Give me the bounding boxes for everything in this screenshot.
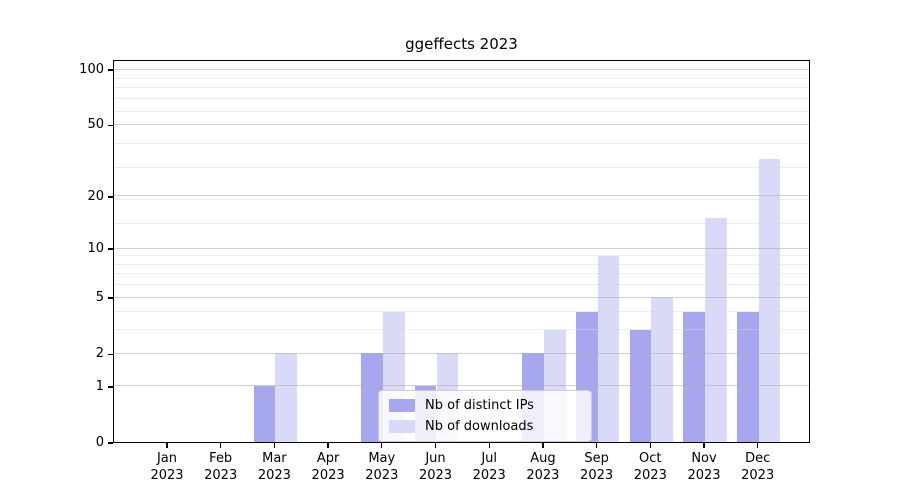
bar-ips-may [361,353,383,442]
legend-label-distinct-ips: Nb of distinct IPs [425,398,534,413]
legend-item-distinct-ips: Nb of distinct IPs [389,397,581,414]
x-tick-label-jul: Jul [481,451,498,466]
gridline-minor-19 [114,199,809,201]
x-tick-label-oct: Oct [639,451,662,466]
y-tick-50 [108,124,113,126]
x-tick-label-nov: Nov [691,451,717,466]
y-tick-label-0: 0 [95,435,104,450]
x-tick-oct [649,443,651,448]
bar-ips-nov [683,311,705,442]
x-tick-year-jan: 2023 [150,468,184,483]
y-tick-2 [108,353,113,355]
gridline-minor-39 [114,143,809,145]
y-tick-label-2: 2 [95,346,104,362]
gridline-minor-3 [114,329,809,331]
y-tick-label-20: 20 [87,188,104,204]
x-tick-feb [220,443,222,448]
x-tick-label-jun: Jun [425,451,446,466]
gridline-minor-79 [114,87,809,89]
gridline-minor-8 [114,263,809,265]
gridline-major-5 [114,296,809,298]
x-tick-year-sep: 2023 [580,468,614,483]
x-tick-year-mar: 2023 [257,468,291,483]
y-tick-1 [108,386,113,388]
gridline-major-1 [114,385,809,387]
x-tick-aug [542,443,544,448]
gridline-major-50 [114,123,809,125]
y-tick-100 [108,69,113,71]
gridline-minor-59 [114,110,809,112]
x-tick-jul [488,443,490,448]
x-tick-year-apr: 2023 [311,468,345,483]
x-tick-label-feb: Feb [209,451,233,466]
x-tick-label-sep: Sep [584,451,609,466]
gridline-major-20 [114,195,809,197]
y-tick-5 [108,297,113,299]
x-tick-nov [703,443,705,448]
x-tick-label-jan: Jan [156,451,178,466]
x-tick-label-dec: Dec [745,451,771,466]
bar-ips-dec [736,311,759,442]
y-tick-label-5: 5 [95,290,104,306]
x-tick-year-jun: 2023 [418,468,453,483]
x-tick-label-may: May [368,451,396,466]
x-tick-dec [757,443,759,448]
legend-swatch-downloads [389,420,415,433]
gridline-minor-9 [114,255,809,257]
y-tick-label-100: 100 [79,62,104,77]
gridline-major-10 [114,247,809,249]
bar-downloads-oct [651,297,674,442]
gridline-minor-69 [114,98,809,100]
legend-item-downloads: Nb of downloads [389,418,581,435]
x-tick-mar [273,443,276,448]
x-tick-jan [166,443,168,448]
gridline-major-100 [114,68,809,70]
chart-title: ggeffects 2023 [405,35,518,53]
bar-downloads-dec [758,159,781,442]
y-tick-label-50: 50 [87,117,104,133]
x-tick-year-oct: 2023 [633,468,667,483]
y-tick-20 [108,196,113,198]
bar-downloads-mar [275,353,298,442]
x-tick-may [381,443,383,448]
gridline-minor-29 [114,166,809,168]
x-tick-jun [434,443,437,448]
x-tick-sep [595,443,598,448]
x-tick-label-mar: Mar [262,451,287,466]
x-tick-year-may: 2023 [365,468,399,483]
plot-area [113,60,810,443]
gridline-minor-7 [114,273,809,275]
gridline-minor-14 [114,222,809,224]
legend-swatch-distinct-ips [389,399,415,412]
bar-ips-mar [253,385,276,442]
x-tick-label-aug: Aug [530,451,556,466]
x-tick-apr [327,443,329,448]
x-tick-year-feb: 2023 [204,468,238,483]
legend-label-downloads: Nb of downloads [425,419,534,434]
y-tick-label-1: 1 [95,378,104,394]
gridline-minor-4 [114,311,809,313]
gridline-minor-89 [114,77,809,79]
gridline-minor-6 [114,284,809,286]
y-tick-10 [108,248,113,250]
x-tick-label-apr: Apr [316,451,340,466]
legend: Nb of distinct IPs Nb of downloads [378,390,592,442]
x-tick-year-jul: 2023 [472,468,506,483]
x-tick-year-aug: 2023 [526,468,560,483]
gridline-major-2 [114,352,809,354]
x-tick-year-dec: 2023 [741,468,775,483]
bar-downloads-sep [597,255,620,442]
x-tick-year-nov: 2023 [687,468,721,483]
y-tick-label-10: 10 [87,241,104,257]
y-tick-0 [108,442,113,444]
